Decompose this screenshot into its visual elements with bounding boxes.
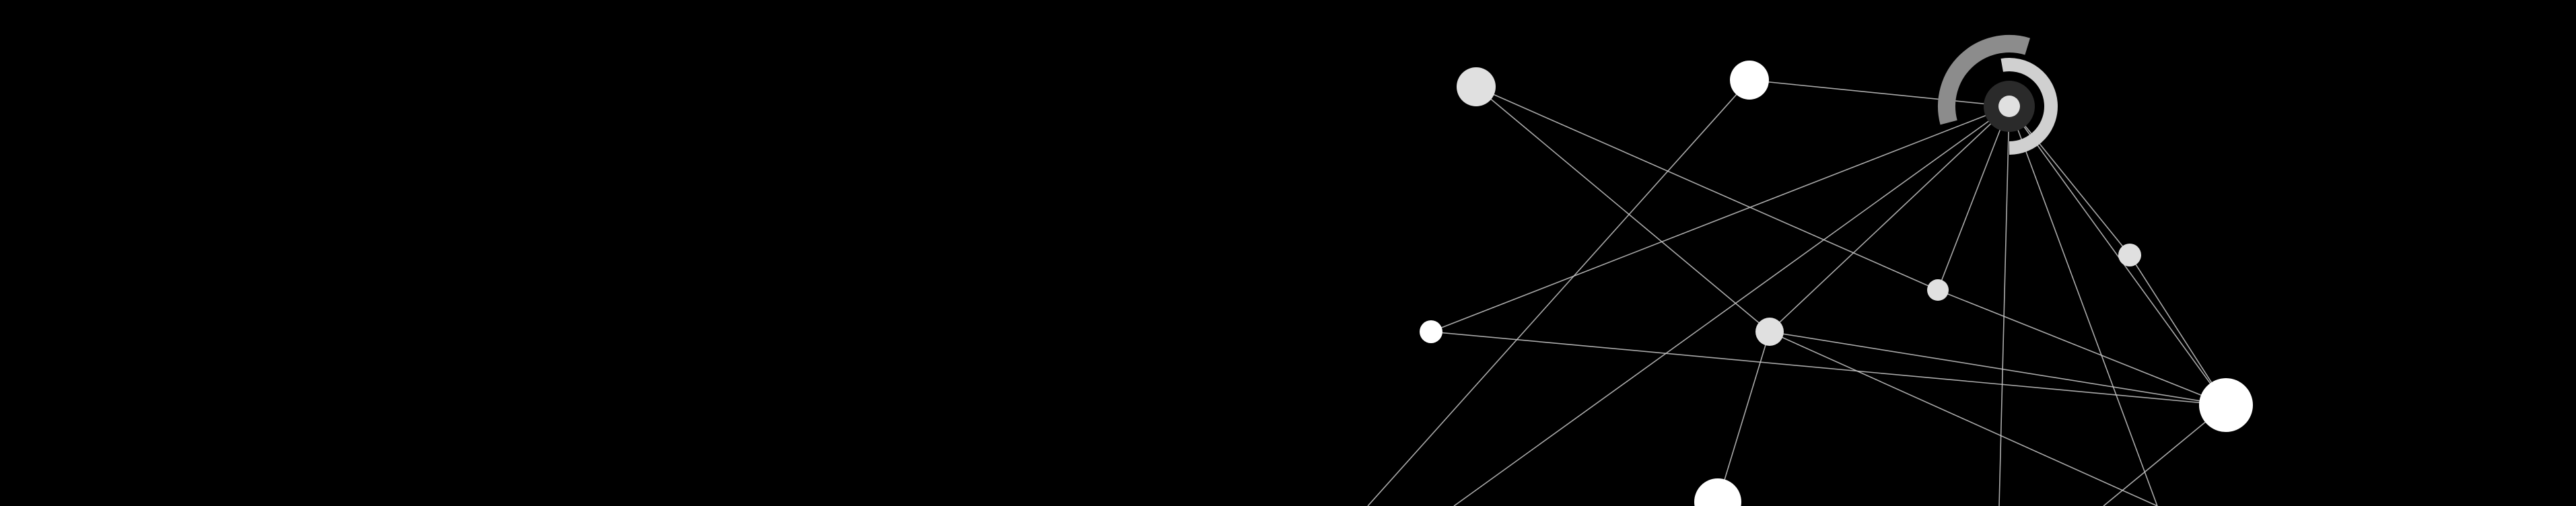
- graph-edge: [1475, 86, 1939, 291]
- hub-node: [1998, 96, 2020, 117]
- graph-edge: [1769, 331, 2227, 406]
- graph-edge: [1453, 106, 2010, 506]
- graph-node: [1457, 67, 1496, 106]
- graph-edge: [1937, 106, 2010, 291]
- graph-edge: [1769, 106, 2010, 332]
- hub-inner-ring: [2000, 58, 2058, 155]
- graph-edge: [2009, 106, 2158, 506]
- hub-outer-ring: [1938, 35, 2030, 125]
- graph-edge: [1998, 106, 2010, 506]
- graph-node: [1755, 318, 1784, 346]
- graph-edge: [1937, 289, 2227, 406]
- nodes-layer: [1420, 61, 2253, 506]
- graph-edge: [2009, 106, 2227, 406]
- edges-layer: [1367, 79, 2227, 506]
- graph-node: [1694, 478, 1741, 506]
- graph-edge: [1475, 86, 1770, 332]
- graph-edge: [1749, 79, 2010, 107]
- graph-edge: [2009, 106, 2130, 256]
- graph-edge: [1717, 331, 1770, 503]
- hub-rings: [1938, 35, 2058, 155]
- graph-node: [2199, 378, 2253, 432]
- graph-node: [1420, 320, 1442, 343]
- graph-edge: [1430, 331, 2227, 406]
- graph-edge: [2129, 254, 2227, 406]
- graph-edge: [1367, 79, 1750, 506]
- graph-node: [1927, 279, 1949, 301]
- graph-edge: [1769, 331, 2158, 506]
- graph-node: [1730, 61, 1769, 100]
- graph-edge: [1430, 106, 2010, 332]
- graph-node: [2118, 244, 2141, 266]
